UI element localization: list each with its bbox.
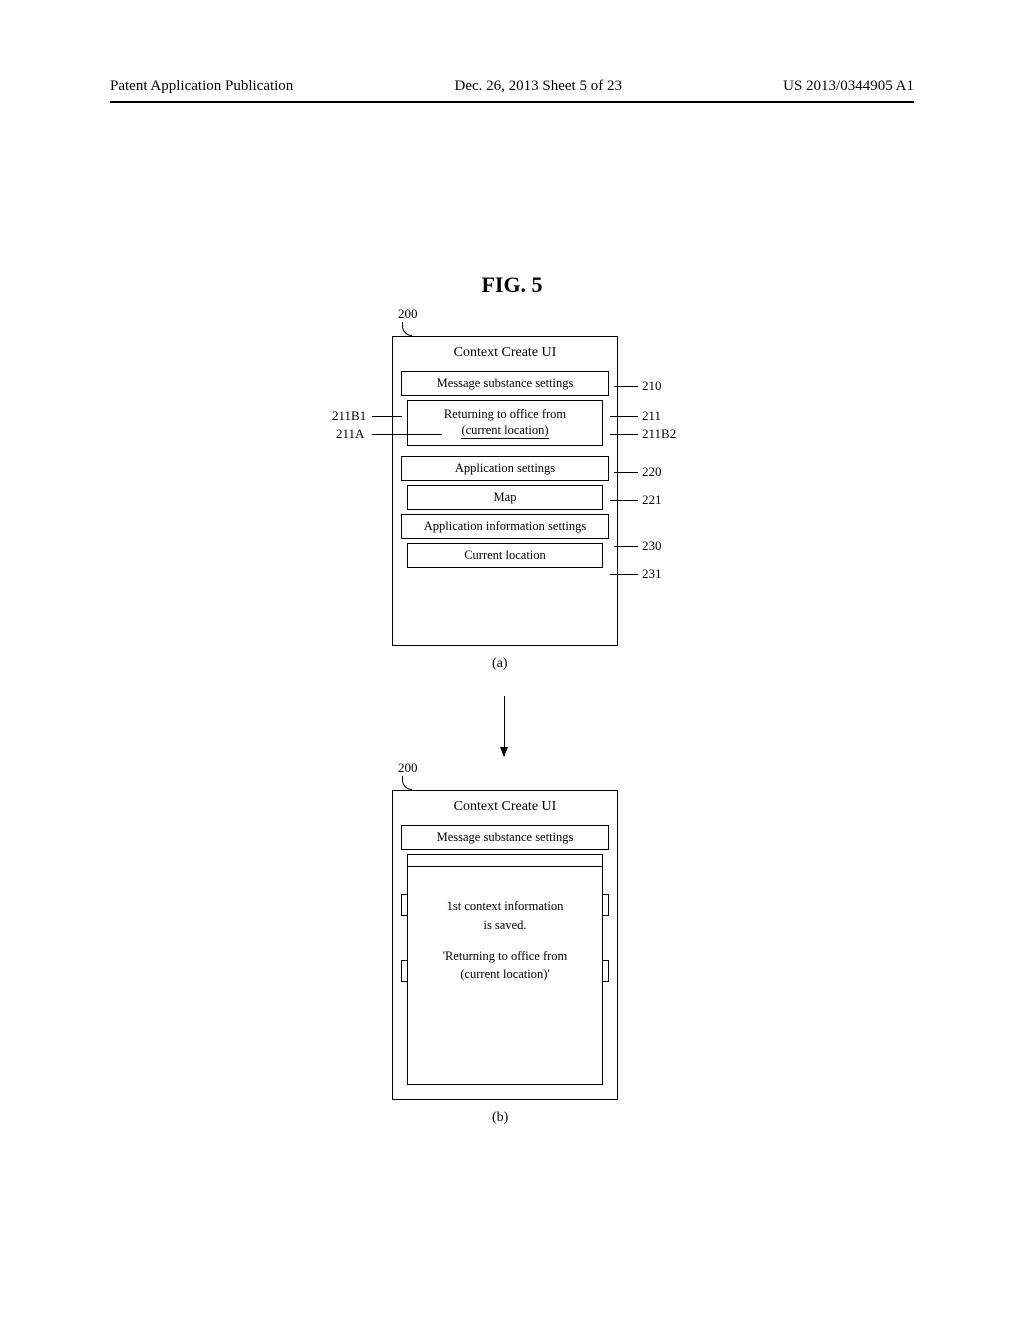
row-b-top: Message substance settings	[401, 825, 609, 850]
leader-200-a	[402, 322, 412, 336]
leader-211a	[372, 434, 442, 435]
header-right: US 2013/0344905 A1	[783, 78, 914, 95]
overlay-line2: is saved.	[418, 916, 592, 935]
leader-220	[614, 472, 638, 473]
panel-a-title: Context Create UI	[393, 337, 617, 367]
row-220: Application settings	[401, 456, 609, 481]
leader-210	[614, 386, 638, 387]
row-221: Map	[407, 485, 603, 510]
row-231: Current location	[407, 543, 603, 568]
sub-label-a: (a)	[492, 656, 508, 672]
header-rule	[110, 101, 914, 103]
leader-211b1	[372, 416, 402, 417]
arrow-down-icon	[504, 696, 505, 756]
row-211: Returning to office from (current locati…	[407, 400, 603, 446]
panel-b-title: Context Create UI	[393, 791, 617, 821]
panel-b-overlay: 1st context information is saved. 'Retur…	[407, 866, 603, 1085]
overlay-line1: 1st context information	[418, 897, 592, 916]
ref-200-b: 200	[398, 760, 418, 776]
ref-211: 211	[642, 408, 661, 424]
overlay-gap	[418, 935, 592, 947]
row-211-underline: (current location)	[461, 423, 548, 439]
leader-211	[610, 416, 638, 417]
page-header: Patent Application Publication Dec. 26, …	[0, 78, 1024, 103]
panel-b: Context Create UI Message substance sett…	[392, 790, 618, 1100]
ref-210: 210	[642, 378, 662, 394]
leader-221	[610, 500, 638, 501]
header-center: Dec. 26, 2013 Sheet 5 of 23	[454, 78, 621, 95]
ref-231: 231	[642, 566, 662, 582]
overlay-line3: 'Returning to office from	[418, 947, 592, 966]
leader-231	[610, 574, 638, 575]
figure-title: FIG. 5	[0, 272, 1024, 298]
header-row: Patent Application Publication Dec. 26, …	[110, 78, 914, 95]
ref-200-a: 200	[398, 306, 418, 322]
leader-230	[614, 546, 638, 547]
header-left: Patent Application Publication	[110, 78, 293, 95]
ref-221: 221	[642, 492, 662, 508]
panel-a: Context Create UI Message substance sett…	[392, 336, 618, 646]
ref-211b2: 211B2	[642, 426, 676, 442]
leader-211b2	[610, 434, 638, 435]
row-210: Message substance settings	[401, 371, 609, 396]
row-211-line2: (current location)	[410, 423, 600, 439]
ref-220: 220	[642, 464, 662, 480]
leader-200-b	[402, 776, 412, 790]
ref-211b1: 211B1	[332, 408, 366, 424]
row-230: Application information settings	[401, 514, 609, 539]
sub-label-b: (b)	[492, 1110, 508, 1126]
ref-211a: 211A	[336, 426, 364, 442]
row-211-line1: Returning to office from	[410, 407, 600, 423]
ref-230: 230	[642, 538, 662, 554]
overlay-line4: (current location)'	[418, 965, 592, 984]
